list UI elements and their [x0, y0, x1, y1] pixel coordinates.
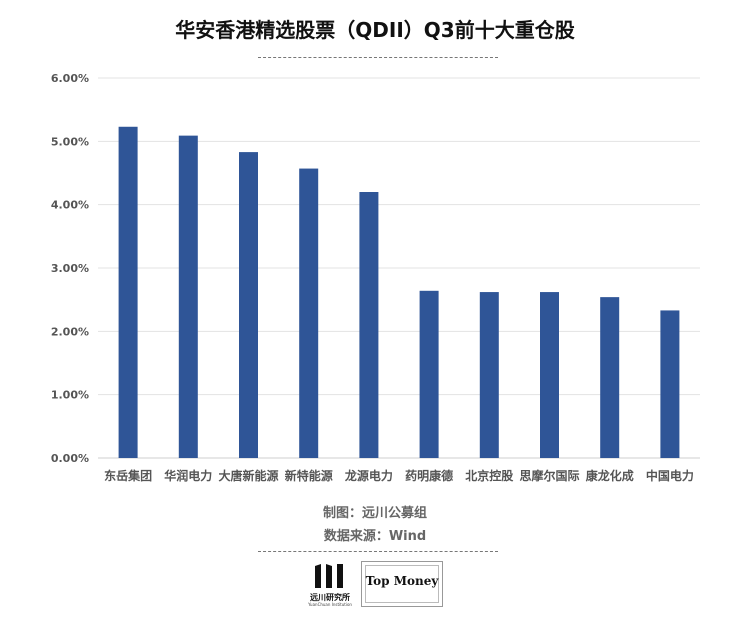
footer-divider — [258, 551, 498, 552]
chart-bars — [118, 126, 680, 459]
title-divider — [258, 57, 498, 58]
x-tick-label: 北京控股 — [465, 468, 514, 483]
x-tick-label: 药明康德 — [405, 468, 453, 483]
y-tick-label: 6.00% — [51, 72, 89, 85]
topmoney-logo: Top Money — [361, 561, 443, 607]
x-axis-labels: 东岳集团 华润电力 大唐新能源 新特能源 龙源电力 药明康德 北京控股 思摩尔国际 康龙化成 中国… — [104, 468, 694, 483]
bar-2 — [178, 135, 198, 458]
bar-5 — [359, 192, 379, 458]
yuanchuan-logo: 远川研究所 YuanChuan Institution — [302, 562, 358, 607]
x-tick-label: 新特能源 — [285, 468, 333, 483]
x-tick-label: 思摩尔国际 — [519, 468, 579, 483]
y-axis-ticks: 0.00% 1.00% 2.00% 3.00% 4.00% 5.00% 6.00% — [51, 72, 89, 465]
y-tick-label: 0.00% — [51, 452, 89, 465]
y-tick-label: 2.00% — [51, 325, 89, 338]
chart-title: 华安香港精选股票（QDII）Q3前十大重仓股 — [175, 18, 575, 42]
yuanchuan-logo-text: 远川研究所 — [310, 593, 350, 602]
bar-3 — [239, 152, 258, 458]
topmoney-logo-text: Top Money — [365, 574, 439, 588]
y-tick-label: 4.00% — [51, 199, 89, 212]
topmoney-logo-frame — [365, 565, 439, 603]
bar-9 — [600, 297, 620, 458]
x-tick-label: 龙源电力 — [345, 468, 393, 483]
bar-8 — [540, 292, 559, 458]
data-source: 数据来源：Wind — [323, 529, 427, 544]
x-tick-label: 华润电力 — [164, 468, 212, 483]
x-tick-label: 大唐新能源 — [218, 468, 278, 483]
bar-1 — [118, 126, 138, 459]
x-tick-label: 康龙化成 — [586, 468, 634, 483]
bar-7 — [479, 292, 499, 458]
bar-6 — [419, 290, 439, 458]
yuanchuan-logo-icon — [315, 564, 343, 588]
chart-gridlines — [98, 77, 700, 459]
x-tick-label: 东岳集团 — [104, 468, 152, 483]
bar-10 — [660, 310, 680, 458]
yuanchuan-logo-subtext: YuanChuan Institution — [308, 602, 352, 607]
x-tick-label: 中国电力 — [646, 468, 694, 483]
y-tick-label: 1.00% — [51, 389, 89, 402]
y-tick-label: 5.00% — [51, 135, 89, 148]
chart-credit: 制图：远川公募组 — [322, 506, 427, 521]
bar-4 — [299, 168, 319, 459]
bar-chart: 0.00% 1.00% 2.00% 3.00% 4.00% 5.00% 6.00% 东岳集团… — [51, 72, 700, 483]
y-tick-label: 3.00% — [51, 262, 89, 275]
